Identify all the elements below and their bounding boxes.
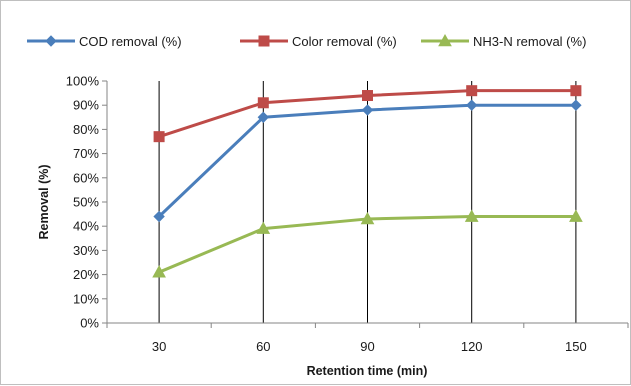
data-point-2-4: [569, 209, 583, 222]
y-tick-label: 30%: [73, 243, 99, 258]
x-axis-title: Retention time (min): [307, 364, 428, 378]
x-tick-label: 30: [152, 339, 166, 354]
x-tick-label: 90: [360, 339, 374, 354]
y-tick-label: 40%: [73, 219, 99, 234]
data-point-1-1: [257, 97, 269, 109]
x-tick-labels: 30 60 90 120 150: [152, 339, 587, 354]
data-point-0-3: [465, 99, 478, 111]
data-point-2-1: [256, 221, 271, 234]
legend-marker-1: [258, 35, 270, 47]
x-tick-label: 120: [461, 339, 483, 354]
data-point-0-1: [257, 111, 270, 124]
data-point-1-0: [153, 131, 165, 143]
y-tick-label: 50%: [73, 195, 99, 210]
legend-label-2: NH3-N removal (%): [473, 34, 586, 49]
y-tick-label: 60%: [73, 170, 99, 185]
data-point-0-2: [361, 104, 374, 116]
data-point-2-2: [360, 211, 375, 225]
legend-label-1: Color removal (%): [292, 34, 397, 49]
axes: [102, 80, 629, 328]
y-tick-label: 0%: [80, 316, 99, 331]
legend-label-0: COD removal (%): [79, 34, 182, 49]
y-axis-title: Removal (%): [37, 164, 51, 239]
legend-marker-0: [45, 35, 57, 47]
x-tick-label: 150: [565, 339, 587, 354]
y-tick-label: 100%: [66, 74, 100, 89]
data-point-1-3: [466, 85, 478, 97]
data-point-0-0: [153, 210, 165, 223]
y-tick-labels: 0% 10% 20% 30% 40% 50% 60% 70% 80% 90% 100%: [66, 74, 100, 331]
legend-marker-2: [438, 33, 452, 47]
y-tick-label: 90%: [73, 98, 99, 113]
legend: COD removal (%) Color removal (%) NH3-N re…: [27, 33, 586, 49]
data-point-1-2: [362, 90, 373, 102]
x-tick-label: 60: [256, 339, 270, 354]
y-tick-label: 70%: [73, 146, 99, 161]
y-tick-label: 80%: [73, 122, 99, 137]
series-markers: [152, 85, 583, 278]
y-tick-label: 20%: [73, 267, 99, 282]
y-tick-label: 10%: [73, 291, 99, 306]
data-point-1-4: [570, 85, 582, 97]
data-point-0-4: [570, 99, 582, 111]
data-point-2-0: [152, 265, 166, 278]
data-point-2-3: [464, 209, 479, 222]
